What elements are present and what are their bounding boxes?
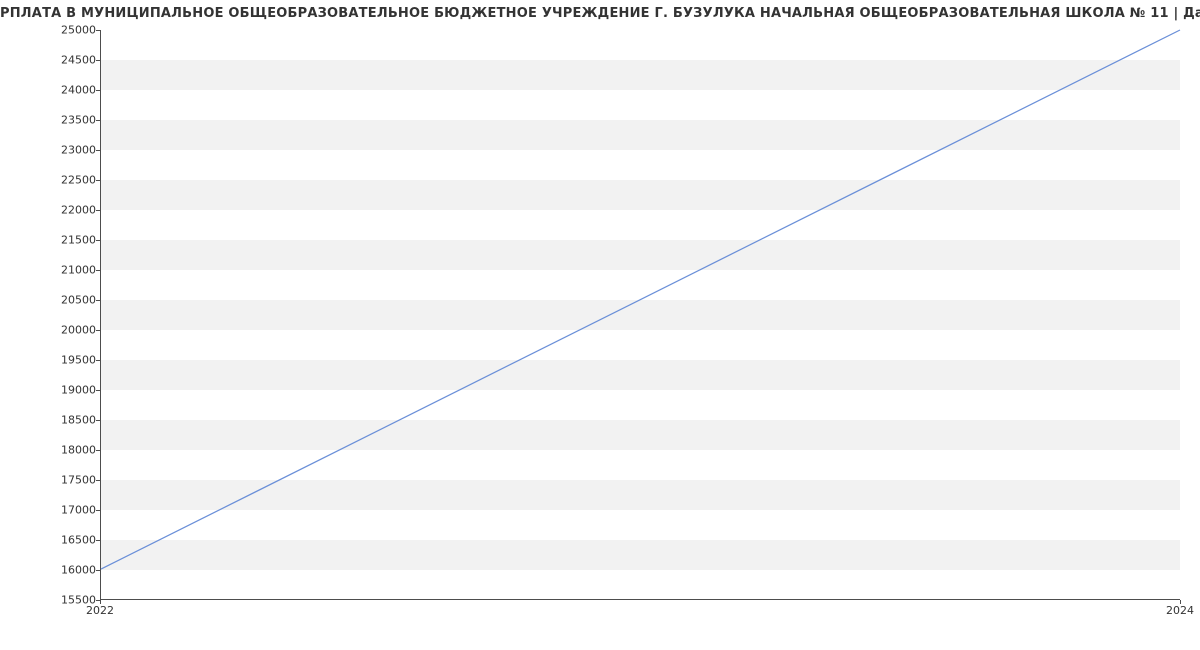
plot-area [100, 30, 1180, 600]
y-tick-label: 24000 [6, 84, 96, 97]
y-tick [96, 180, 100, 181]
y-tick [96, 240, 100, 241]
y-tick-label: 25000 [6, 24, 96, 37]
y-tick-label: 23500 [6, 114, 96, 127]
y-tick [96, 330, 100, 331]
y-tick-label: 19500 [6, 354, 96, 367]
y-tick [96, 390, 100, 391]
y-tick [96, 270, 100, 271]
y-tick-label: 16500 [6, 534, 96, 547]
y-tick [96, 420, 100, 421]
y-tick-label: 22000 [6, 204, 96, 217]
y-tick [96, 540, 100, 541]
y-tick [96, 360, 100, 361]
line-series [101, 30, 1180, 599]
y-tick-label: 18500 [6, 414, 96, 427]
y-tick [96, 480, 100, 481]
y-tick-label: 18000 [6, 444, 96, 457]
y-tick-label: 17500 [6, 474, 96, 487]
y-tick-label: 20500 [6, 294, 96, 307]
y-tick-label: 22500 [6, 174, 96, 187]
y-tick [96, 300, 100, 301]
x-tick [100, 600, 101, 604]
y-tick [96, 510, 100, 511]
x-tick-label: 2024 [1166, 604, 1194, 617]
y-tick-label: 20000 [6, 324, 96, 337]
y-tick-label: 23000 [6, 144, 96, 157]
chart-title: РПЛАТА В МУНИЦИПАЛЬНОЕ ОБЩЕОБРАЗОВАТЕЛЬН… [0, 6, 1200, 21]
series-line [101, 30, 1180, 569]
y-tick [96, 30, 100, 31]
y-tick [96, 570, 100, 571]
y-tick-label: 19000 [6, 384, 96, 397]
x-tick [1180, 600, 1181, 604]
y-tick-label: 21000 [6, 264, 96, 277]
y-tick-label: 17000 [6, 504, 96, 517]
y-tick-label: 21500 [6, 234, 96, 247]
y-tick [96, 450, 100, 451]
y-tick [96, 90, 100, 91]
y-tick [96, 150, 100, 151]
y-tick-label: 15500 [6, 594, 96, 607]
y-tick [96, 210, 100, 211]
y-tick [96, 120, 100, 121]
y-tick [96, 60, 100, 61]
y-tick-label: 16000 [6, 564, 96, 577]
x-tick-label: 2022 [86, 604, 114, 617]
y-tick-label: 24500 [6, 54, 96, 67]
